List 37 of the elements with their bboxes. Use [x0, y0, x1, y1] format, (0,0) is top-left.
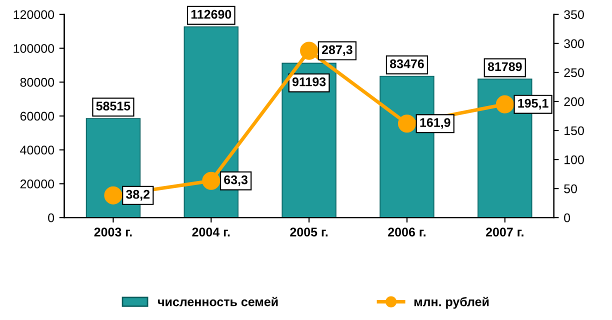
data-label: 81789: [488, 62, 522, 72]
data-label: 58515: [96, 102, 130, 110]
point: [496, 95, 514, 114]
data-label: 38,2: [126, 190, 150, 201]
legend-label: млн. рублей: [414, 296, 489, 309]
x-tick-label: 2003 г.: [94, 228, 132, 237]
y2-tick-label: 200: [564, 97, 584, 106]
y-tick-label: 20000: [20, 180, 54, 188]
y-tick-label: 80000: [20, 78, 54, 87]
y2-tick-label: 350: [564, 10, 584, 20]
point: [398, 114, 416, 133]
x-tick-label: 2006 г.: [388, 228, 426, 237]
y2-tick-label: 150: [564, 126, 584, 136]
y-tick-label: 120000: [14, 10, 54, 20]
y-tick-label: 40000: [20, 146, 54, 155]
data-label: 63,3: [224, 175, 248, 186]
data-label: 161,9: [420, 118, 450, 129]
data-label: 112690: [191, 10, 232, 19]
x-tick-label: 2004 г.: [192, 228, 230, 237]
y2-tick-label: 250: [564, 68, 584, 78]
point: [104, 186, 122, 204]
y-tick-label: 100000: [14, 44, 54, 53]
point: [300, 42, 318, 60]
x-tick-label: 2005 г.: [290, 228, 328, 237]
y2-tick-label: 0: [564, 213, 570, 222]
legend-label: численность семей: [158, 296, 278, 306]
data-label: 195,1: [518, 98, 548, 110]
y2-tick-label: 50: [564, 184, 577, 194]
x-tick-label: 2007 г.: [486, 228, 524, 237]
data-label: 91193: [292, 77, 326, 86]
data-label: 287,3: [322, 45, 352, 56]
y2-tick-label: 100: [564, 155, 584, 164]
point: [202, 172, 220, 190]
y-tick-label: 60000: [20, 112, 54, 121]
data-label: 83476: [390, 59, 424, 68]
y-tick-label: 0: [48, 213, 54, 222]
y2-tick-label: 300: [564, 39, 584, 48]
